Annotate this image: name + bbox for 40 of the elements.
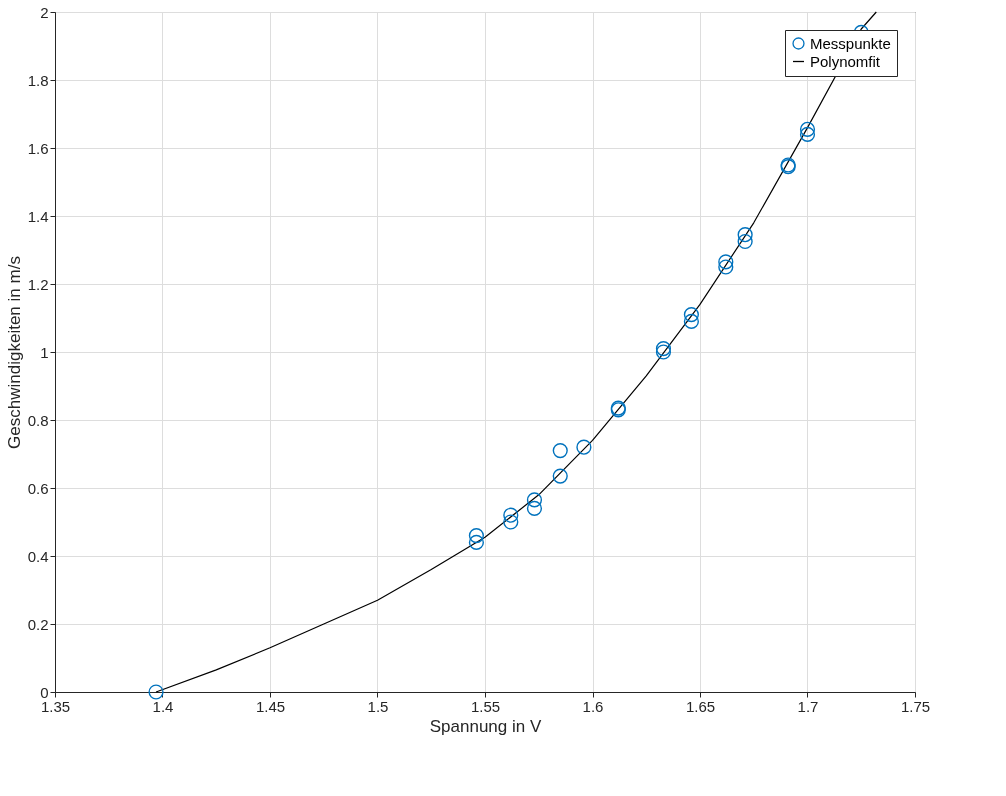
x-tick-label: 1.45 [255,697,286,715]
y-tick-label: 0.6 [27,479,49,497]
point [468,534,484,550]
y-axis-title: Geschwindigkeiten in m/s [4,256,24,449]
point [799,126,816,142]
point [526,492,543,508]
x-axis-title: Spannung in V [429,716,542,736]
point [737,233,753,250]
point [737,227,753,243]
point [503,514,519,530]
legend-label: Messpunkte [810,34,891,52]
y-tick-label: 1.8 [27,71,49,89]
point [503,507,519,523]
x-tick-label: 1.75 [900,697,931,715]
x-tick-label: 1.4 [152,697,174,715]
y-tick-label: 2 [40,3,49,21]
x-tick-label: 1.6 [582,697,604,715]
point [468,528,484,544]
point [718,259,734,275]
x-tick-label: 1.7 [797,697,819,715]
point [683,313,699,329]
point [552,468,568,484]
y-tick-label: 0.4 [27,547,49,565]
point [576,439,592,455]
point [718,254,734,270]
y-tick-label: 1.4 [27,207,49,225]
point [683,307,699,323]
y-tick-label: 0.2 [27,615,49,633]
x-tick-label: 1.5 [367,697,389,715]
x-tick-label: 1.55 [470,697,501,715]
y-tick-label: 1 [40,343,49,361]
legend-label: Polynomfit [810,52,881,70]
point [148,684,164,700]
point [799,121,816,137]
point [552,443,568,459]
y-tick-label: 1.6 [27,139,49,157]
y-tick-label: 1.2 [27,275,49,293]
y-tick-label: 0.8 [27,411,49,429]
point [526,500,543,516]
x-tick-label: 1.65 [685,697,716,715]
